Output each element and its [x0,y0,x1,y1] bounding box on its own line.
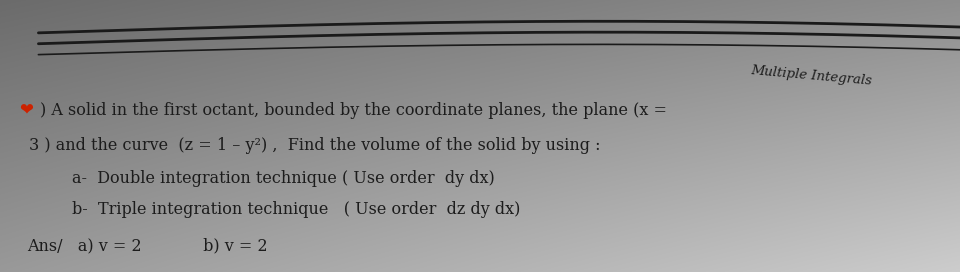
Text: ) A solid in the first octant, bounded by the coordinate planes, the plane (x =: ) A solid in the first octant, bounded b… [40,102,667,119]
Text: Multiple Integrals: Multiple Integrals [750,64,873,88]
Text: 3 ) and the curve  (z = 1 – y²) ,  Find the volume of the solid by using :: 3 ) and the curve (z = 1 – y²) , Find th… [29,137,600,154]
Text: a-  Double integration technique ( Use order  dy dx): a- Double integration technique ( Use or… [72,170,494,187]
Text: Ans/   a) v = 2            b) v = 2: Ans/ a) v = 2 b) v = 2 [27,238,268,255]
Text: b-  Triple integration technique   ( Use order  dz dy dx): b- Triple integration technique ( Use or… [72,201,520,218]
Text: ❤: ❤ [19,101,33,119]
